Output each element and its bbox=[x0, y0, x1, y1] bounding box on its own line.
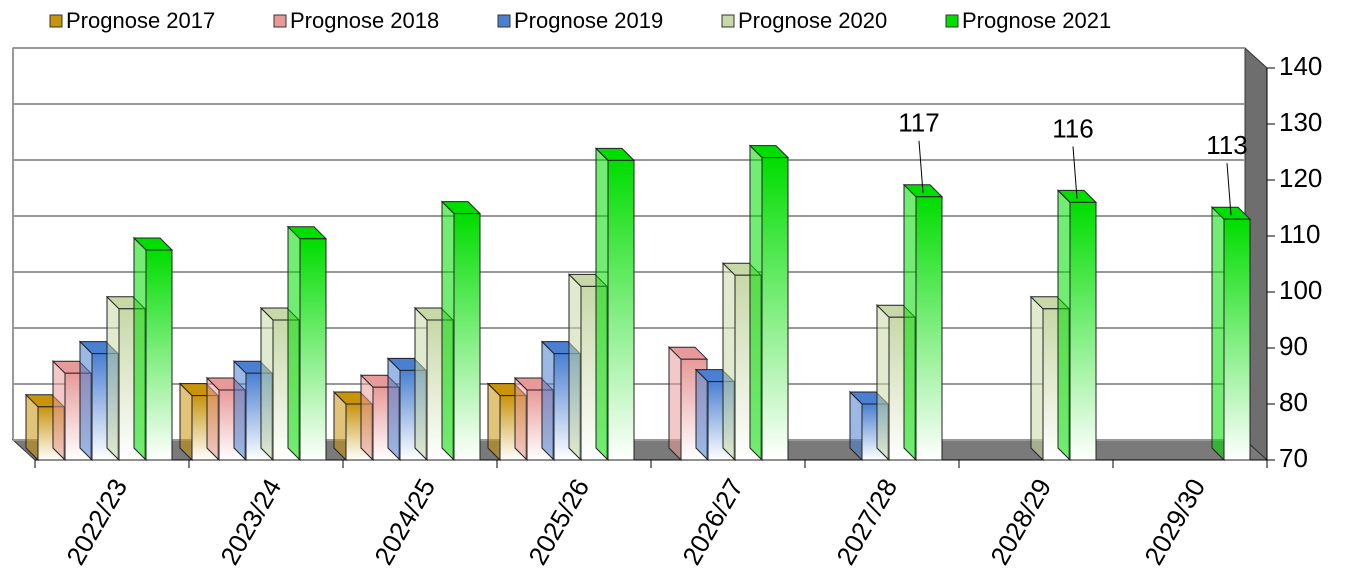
bar-side bbox=[695, 368, 709, 462]
x-tick-label: 2027/28 bbox=[830, 473, 903, 569]
bar-side bbox=[441, 200, 455, 462]
legend-label: Prognose 2020 bbox=[738, 8, 887, 33]
legend-swatch bbox=[497, 14, 511, 28]
bar-side bbox=[487, 382, 501, 462]
legend-swatch bbox=[945, 14, 959, 28]
bar bbox=[453, 213, 481, 461]
legend-swatch bbox=[273, 14, 287, 28]
bar bbox=[299, 238, 327, 461]
legend-swatch bbox=[721, 14, 735, 28]
x-tick-label: 2025/26 bbox=[522, 473, 595, 569]
y-tick-label: 90 bbox=[1279, 331, 1308, 361]
bar-side bbox=[903, 183, 917, 462]
y-tick-label: 140 bbox=[1279, 51, 1322, 81]
x-tick-label: 2022/23 bbox=[60, 473, 133, 569]
bar-side bbox=[360, 373, 374, 462]
bar-side bbox=[541, 340, 555, 462]
bar-side bbox=[876, 303, 890, 462]
bar bbox=[1223, 218, 1251, 461]
legend-label: Prognose 2018 bbox=[290, 8, 439, 33]
bar-side bbox=[79, 340, 93, 462]
legend-swatch bbox=[49, 14, 63, 28]
bar-side bbox=[414, 306, 428, 462]
bar-side bbox=[595, 147, 609, 462]
leader-line bbox=[1072, 146, 1078, 199]
bar-side bbox=[233, 359, 247, 462]
leader-line bbox=[918, 140, 924, 193]
leader-line bbox=[1226, 163, 1232, 216]
bar bbox=[761, 157, 789, 461]
bar-side bbox=[387, 357, 401, 462]
y-tick-label: 80 bbox=[1279, 387, 1308, 417]
data-label: 113 bbox=[1206, 130, 1247, 160]
x-tick-label: 2024/25 bbox=[368, 473, 441, 569]
y-tick-label: 110 bbox=[1279, 219, 1320, 249]
bar-side bbox=[1057, 189, 1071, 462]
bar-side bbox=[722, 261, 736, 462]
bar-side bbox=[514, 376, 528, 462]
data-label: 116 bbox=[1052, 113, 1093, 143]
bar-side bbox=[52, 359, 66, 462]
bar-side bbox=[179, 382, 193, 462]
bar bbox=[607, 159, 635, 461]
x-tick-label: 2026/27 bbox=[676, 473, 749, 569]
legend-label: Prognose 2017 bbox=[66, 8, 215, 33]
y-tick-label: 70 bbox=[1279, 443, 1308, 473]
bar bbox=[915, 196, 943, 461]
bar-side bbox=[749, 144, 763, 462]
bar-side bbox=[106, 295, 120, 462]
legend-label: Prognose 2021 bbox=[962, 8, 1111, 33]
bar-side bbox=[287, 225, 301, 462]
y-tick-label: 120 bbox=[1279, 163, 1322, 193]
bar-side bbox=[133, 236, 147, 462]
legend-label: Prognose 2019 bbox=[514, 8, 663, 33]
y-tick-label: 100 bbox=[1279, 275, 1322, 305]
y-tick-label: 130 bbox=[1279, 107, 1322, 137]
bar bbox=[1069, 201, 1097, 461]
bar bbox=[145, 249, 173, 461]
bar-side bbox=[568, 273, 582, 462]
x-tick-label: 2029/30 bbox=[1138, 473, 1211, 569]
bar-side bbox=[1211, 205, 1225, 462]
bar-side bbox=[260, 306, 274, 462]
bar-side bbox=[206, 376, 220, 462]
data-label: 117 bbox=[898, 108, 939, 138]
bar-side bbox=[1030, 295, 1044, 462]
bar-side bbox=[668, 345, 682, 462]
x-tick-label: 2023/24 bbox=[214, 473, 287, 569]
x-tick-label: 2028/29 bbox=[984, 473, 1057, 569]
